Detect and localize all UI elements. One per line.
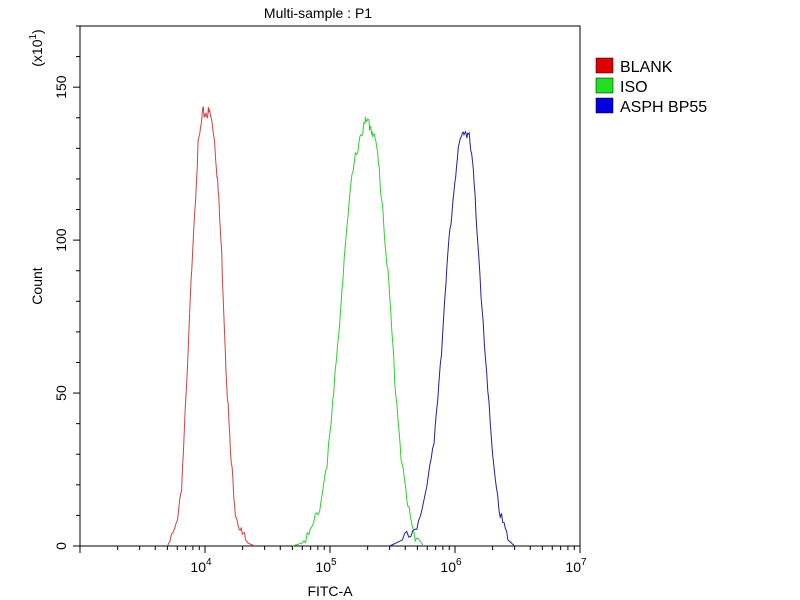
y-tick-label: 50 <box>53 385 69 401</box>
legend-swatch <box>595 97 614 114</box>
series-line-asph-bp55 <box>389 130 515 547</box>
legend-label: ISO <box>620 79 648 96</box>
y-axis-ticks: 0 50 100 150 <box>53 25 80 550</box>
x-axis-label: FITC-A <box>307 583 353 599</box>
x-axis-ticks: 104 105 106 107 <box>79 546 587 575</box>
series-line-blank <box>166 106 255 547</box>
y-tick-label: 100 <box>53 228 69 252</box>
series-line-iso <box>292 116 424 547</box>
x-tick-label: 104 <box>190 557 212 575</box>
legend-swatch <box>595 77 614 94</box>
y-scale-multiplier: (x101) <box>28 29 45 66</box>
x-tick-label: 107 <box>565 557 587 575</box>
x-tick-label: 105 <box>315 557 337 575</box>
plot-border <box>79 25 581 547</box>
legend-label: ASPH BP55 <box>620 99 707 116</box>
x-tick-label: 106 <box>440 557 462 575</box>
legend-swatch <box>595 57 614 74</box>
plot-frame <box>79 25 581 547</box>
series-layer <box>166 106 515 547</box>
y-tick-label: 0 <box>53 542 69 550</box>
legend: BLANK ISO ASPH BP55 <box>595 57 707 116</box>
y-axis-label: Count <box>29 267 45 304</box>
legend-label: BLANK <box>620 59 673 76</box>
chart-title: Multi-sample : P1 <box>264 5 372 21</box>
y-tick-label: 150 <box>53 75 69 99</box>
